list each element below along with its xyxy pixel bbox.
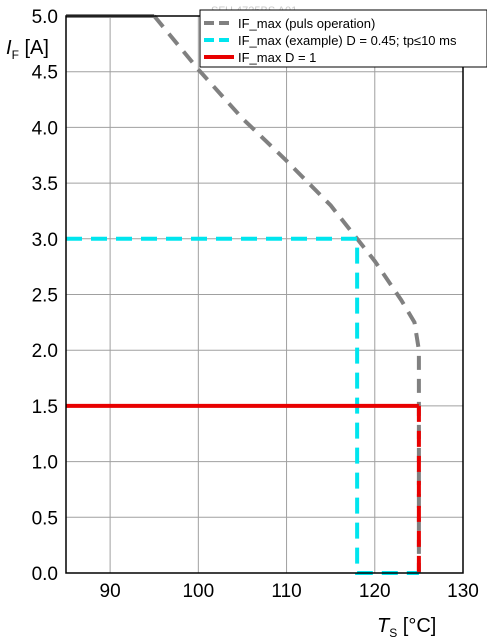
grid-lines bbox=[66, 15, 464, 574]
x-axis-unit: [°C] bbox=[397, 615, 436, 637]
y-axis-unit: [A] bbox=[19, 37, 49, 59]
x-tick-label: 130 bbox=[447, 581, 479, 602]
y-tick-label: 5.0 bbox=[32, 7, 58, 28]
y-tick-label: 0.0 bbox=[32, 564, 58, 585]
x-tick-label: 110 bbox=[271, 581, 301, 602]
legend-entry-label: IF_max D = 1 bbox=[238, 50, 316, 65]
y-tick-label: 3.0 bbox=[32, 230, 58, 251]
legend-box bbox=[199, 9, 487, 68]
y-tick-label: 3.5 bbox=[32, 174, 58, 195]
y-tick-label: 2.0 bbox=[32, 341, 58, 362]
series-line-puls-operation bbox=[152, 14, 421, 573]
y-axis-label: IF [A] bbox=[6, 37, 49, 62]
legend-entry-label: IF_max (example) D = 0.45; tp≤10 ms bbox=[238, 33, 457, 48]
x-axis-symbol: T bbox=[377, 615, 391, 637]
x-tick-label: 90 bbox=[100, 581, 121, 602]
y-tick-label: 1.0 bbox=[32, 453, 58, 474]
legend: IF_max (puls operation) IF_max (example) … bbox=[199, 9, 487, 68]
y-axis-symbol: I bbox=[6, 37, 12, 59]
y-tick-label: 1.5 bbox=[32, 397, 58, 418]
x-axis-label: TS [°C] bbox=[377, 615, 436, 640]
y-axis-subscript: F bbox=[12, 48, 19, 62]
x-axis-subscript: S bbox=[389, 626, 397, 640]
legend-entry-label: IF_max (puls operation) bbox=[238, 16, 375, 31]
y-tick-label: 4.0 bbox=[32, 118, 58, 139]
x-tick-label: 120 bbox=[359, 581, 391, 602]
y-tick-label: 4.5 bbox=[32, 63, 58, 84]
y-tick-label: 0.5 bbox=[32, 508, 58, 529]
y-tick-label: 2.5 bbox=[32, 286, 58, 307]
tick-labels: 0.0 0.5 1.0 1.5 2.0 2.5 3.0 3.5 4.0 4.5 5.0 90 100 11… bbox=[32, 7, 479, 602]
x-tick-label: 100 bbox=[182, 581, 214, 602]
